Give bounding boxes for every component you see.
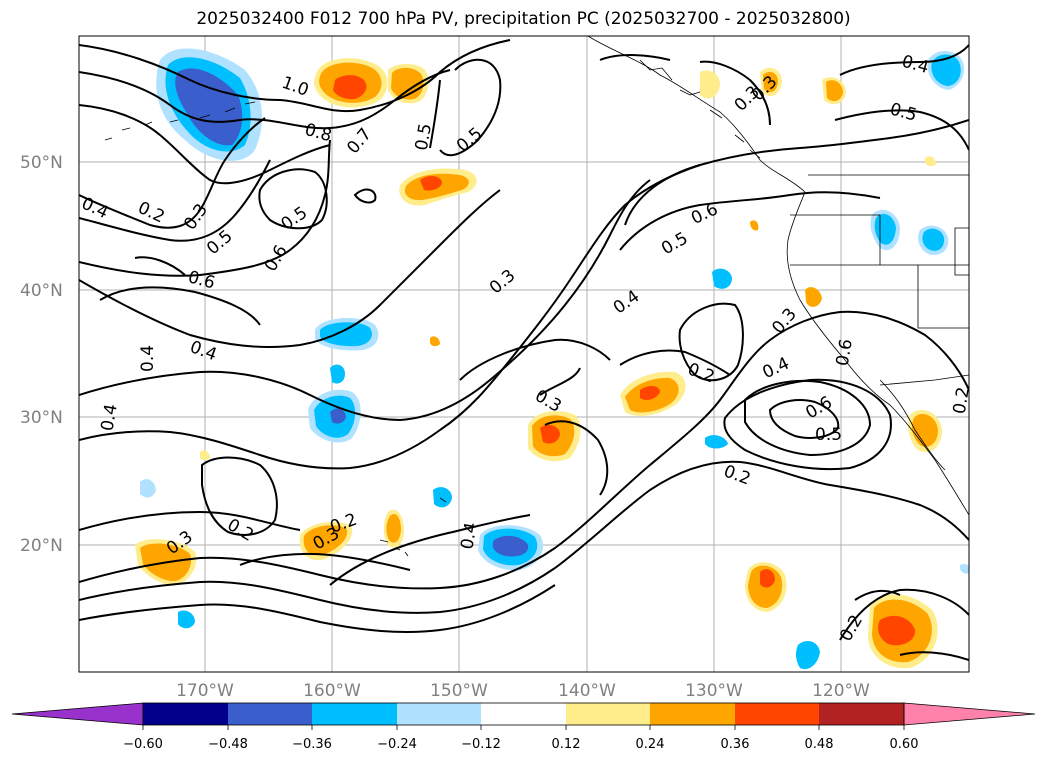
colorbar-tick-label: 0.24 <box>636 737 665 752</box>
alaska-coast <box>587 36 806 193</box>
lat-label-20n: 20°N <box>20 536 63 556</box>
colorbar-tick-label: −0.36 <box>292 737 332 752</box>
colorbar-tick-label: −0.60 <box>123 737 163 752</box>
contour-label: 0.6 <box>802 393 835 424</box>
contour-label: 0.4 <box>138 345 158 372</box>
us-mexico-border <box>879 374 969 386</box>
contour-label: 0.5 <box>888 99 919 125</box>
latitude-labels: 50°N 40°N 30°N 20°N <box>20 153 63 556</box>
contour-label: 0.4 <box>610 286 644 318</box>
contour-label: 0.6 <box>833 337 857 367</box>
coastlines <box>104 36 969 557</box>
colorbar-tick-label: 0.48 <box>805 737 834 752</box>
colorbar-segment <box>481 703 566 725</box>
contour-label: 0.2 <box>721 461 753 489</box>
contour-label: 0.2 <box>135 198 168 228</box>
longitude-labels: 170°W 160°W 150°W 140°W 130°W 120°W <box>176 681 870 701</box>
colorbar-segment <box>566 703 650 725</box>
colorbar-tick-label: −0.12 <box>461 737 501 752</box>
colorbar-segment <box>735 703 819 725</box>
contour-label: 0.5 <box>412 122 436 152</box>
contour-label: 0.5 <box>278 203 312 235</box>
contour-label: 0.4 <box>457 521 481 551</box>
contour-label: 0.5 <box>658 228 691 259</box>
contour-label: 0.3 <box>486 266 520 299</box>
colorbar-segment <box>312 703 397 725</box>
west-coast-north-america <box>786 191 969 516</box>
baja-california <box>879 379 946 471</box>
colorbar-tick-label: 0.60 <box>890 737 919 752</box>
pv-contours <box>79 39 969 661</box>
precip-shading <box>135 48 969 670</box>
map-title: 2025032400 F012 700 hPa PV, precipitatio… <box>196 9 851 29</box>
contour-label: 0.5 <box>815 425 842 445</box>
contour-label: 0.5 <box>453 124 487 157</box>
lat-label-30n: 30°N <box>20 408 63 428</box>
colorbar-segment <box>397 703 481 725</box>
contour-label: 0.2 <box>950 385 974 415</box>
lon-label-160w: 160°W <box>303 681 361 701</box>
colorbar-segment <box>819 703 904 725</box>
lon-label-120w: 120°W <box>812 681 870 701</box>
contour-label: 0.4 <box>97 403 121 433</box>
contour-label: 0.8 <box>303 120 334 146</box>
colorbar: −0.60 −0.48 −0.36 −0.24 −0.12 0.12 0.24 … <box>11 702 1036 752</box>
colorbar-extend-low <box>11 702 144 726</box>
contour-label: 0.3 <box>180 200 212 234</box>
contour-label: 0.4 <box>760 354 793 384</box>
lon-label-140w: 140°W <box>558 681 616 701</box>
colorbar-segment <box>228 703 312 725</box>
contour-label: 0.5 <box>203 226 237 259</box>
colorbar-segment <box>650 703 735 725</box>
lon-label-130w: 130°W <box>685 681 743 701</box>
contour-label: 0.4 <box>900 52 931 78</box>
colorbar-tick-label: 0.12 <box>552 737 581 752</box>
aleutian-islands <box>104 101 256 141</box>
colorbar-tick-label: −0.24 <box>377 737 417 752</box>
colorbar-tick-label: 0.36 <box>721 737 750 752</box>
colorbar-extend-high <box>903 702 1036 726</box>
lon-label-150w: 150°W <box>430 681 488 701</box>
lon-label-170w: 170°W <box>176 681 234 701</box>
contour-label: 0.7 <box>343 124 376 158</box>
contour-label: 0.3 <box>768 304 801 338</box>
colorbar-segment <box>143 703 228 725</box>
map-frame <box>78 35 970 673</box>
colorbar-tick-label: −0.48 <box>208 737 248 752</box>
state-borders <box>790 214 969 329</box>
alaska-islands <box>639 59 761 159</box>
contour-label: 0.6 <box>261 242 292 275</box>
lat-label-40n: 40°N <box>20 281 63 301</box>
contour-label: 1.0 <box>279 73 311 101</box>
lat-label-50n: 50°N <box>20 153 63 173</box>
